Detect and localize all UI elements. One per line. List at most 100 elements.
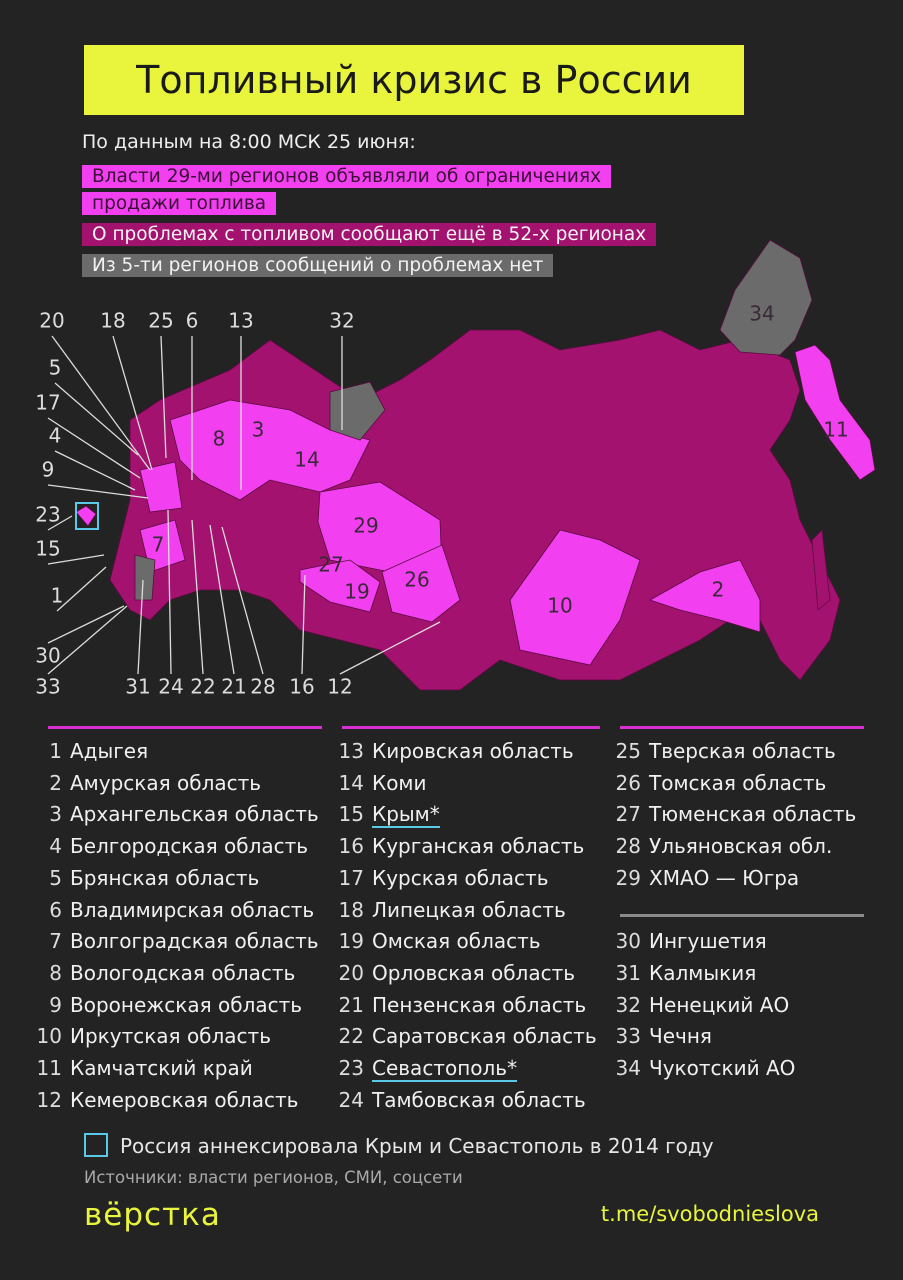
map-shapes [75, 239, 876, 691]
region-row: 8 Вологодская область [32, 961, 295, 985]
region-row: 23 Севастополь* [330, 1056, 518, 1082]
region-number: 18 [338, 897, 364, 922]
leader-line [47, 554, 105, 565]
map-label: 6 [186, 309, 199, 333]
region-name: Архангельская область [70, 802, 319, 827]
region-number: 22 [338, 1024, 364, 1049]
legend-item: Из 5-ти регионов сообщений о проблемах н… [82, 252, 722, 279]
region-number: 26 [615, 770, 641, 795]
region-row: 15 Крым* [330, 802, 440, 829]
region-name: Воронежская область [70, 992, 303, 1017]
region-number: 33 [615, 1024, 641, 1049]
region-number: 13 [338, 739, 364, 763]
map-label: 30 [35, 644, 60, 668]
leader-line [112, 335, 153, 471]
region-row: 7 Волгоградская область [32, 929, 319, 954]
map-label: 1 [51, 584, 64, 608]
note-text: Россия аннексировала Крым и Севастополь … [120, 1134, 714, 1158]
region-row: 17 Курская область [330, 866, 549, 890]
region-2 [649, 559, 761, 633]
title: Топливный кризис в России [84, 45, 744, 115]
leader-line [301, 574, 306, 675]
region-name: Волгоградская область [70, 929, 319, 954]
logo: вёрстка [84, 1197, 221, 1233]
map-label: 2 [712, 578, 725, 602]
annex-frame [75, 502, 99, 530]
region-number: 3 [49, 802, 62, 827]
region-name: Адыгея [70, 739, 149, 763]
map-label: 31 [125, 675, 150, 699]
region-row: 21 Пензенская область [330, 992, 587, 1017]
region-name: Орловская область [372, 960, 576, 985]
map-label: 10 [547, 594, 572, 618]
region-row: 32 Ненецкий АО [612, 992, 790, 1017]
region-name: Чечня [649, 1024, 712, 1049]
map-label: 33 [35, 675, 60, 699]
region-row: 18 Липецкая область [330, 898, 566, 922]
region-31 [134, 554, 156, 601]
legend-text: О проблемах с топливом сообщают ещё в 52… [82, 223, 657, 246]
region-name: Кировская область [372, 739, 574, 763]
legend-text: Из 5-ти регионов сообщений о проблемах н… [82, 254, 554, 277]
region-name: Ненецкий АО [649, 992, 790, 1017]
region-name: Камчатский край [70, 1056, 253, 1080]
region-name: Курская область [372, 865, 549, 890]
leader-line [47, 605, 128, 675]
region-32 [329, 381, 386, 441]
region-number: 27 [615, 802, 641, 827]
region-name: Пензенская область [372, 992, 587, 1017]
region-number: 11 [36, 1056, 62, 1080]
region-name: Калмыкия [649, 960, 757, 985]
map-label: 20 [39, 309, 64, 333]
region-number: 4 [49, 834, 62, 859]
leader-line [54, 382, 139, 456]
region-name: Тамбовская область [372, 1087, 586, 1112]
annex-icon [84, 1133, 108, 1157]
leader-line [47, 417, 141, 479]
leader-line [47, 605, 125, 644]
region-row: 10 Иркутская область [32, 1024, 271, 1048]
map-label: 13 [228, 309, 253, 333]
leader-line [167, 509, 172, 675]
separator [342, 726, 600, 729]
region-name: Курганская область [372, 834, 585, 859]
region-row: 25 Тверская область [612, 739, 836, 763]
region-row: 34 Чукотский АО [612, 1056, 796, 1080]
map-label: 19 [344, 580, 369, 604]
map-label: 18 [100, 309, 125, 333]
region-number: 29 [615, 865, 641, 890]
map-label: 34 [749, 302, 774, 326]
map-label: 26 [404, 568, 429, 592]
leader-line [47, 484, 149, 499]
region-row: 33 Чечня [612, 1024, 712, 1048]
region-name: Владимирская область [70, 897, 315, 922]
region-row: 26 Томская область [612, 770, 827, 795]
map-label: 12 [327, 675, 352, 699]
link[interactable]: t.me/svobodnieslova [600, 1202, 819, 1226]
map-label: 28 [250, 675, 275, 699]
region-10 [509, 529, 641, 666]
region-number: 25 [615, 739, 641, 763]
region-name: Омская область [372, 929, 541, 954]
region-row: 16 Курганская область [330, 834, 585, 859]
map-label: 9 [42, 458, 55, 482]
leader-line [56, 566, 107, 612]
region-row: 30 Ингушетия [612, 929, 767, 953]
region-name: Ульяновская обл. [649, 834, 833, 859]
region-name: Вологодская область [70, 960, 296, 985]
leader-line [209, 524, 235, 675]
region-row: 13 Кировская область [330, 739, 574, 763]
region-row: 6 Владимирская область [32, 898, 314, 922]
region-27-19 [299, 559, 381, 613]
legend-item: Власти 29-ми регионов объявляли об огран… [82, 163, 682, 217]
sources: Источники: власти регионов, СМИ, соцсети [84, 1168, 463, 1187]
map-label: 15 [35, 537, 60, 561]
region-row: 19 Омская область [330, 929, 541, 953]
region-26 [381, 544, 461, 623]
region-number: 28 [615, 834, 641, 859]
region-row: 5 Брянская область [32, 866, 259, 890]
region-name: Тюменская область [649, 802, 857, 827]
